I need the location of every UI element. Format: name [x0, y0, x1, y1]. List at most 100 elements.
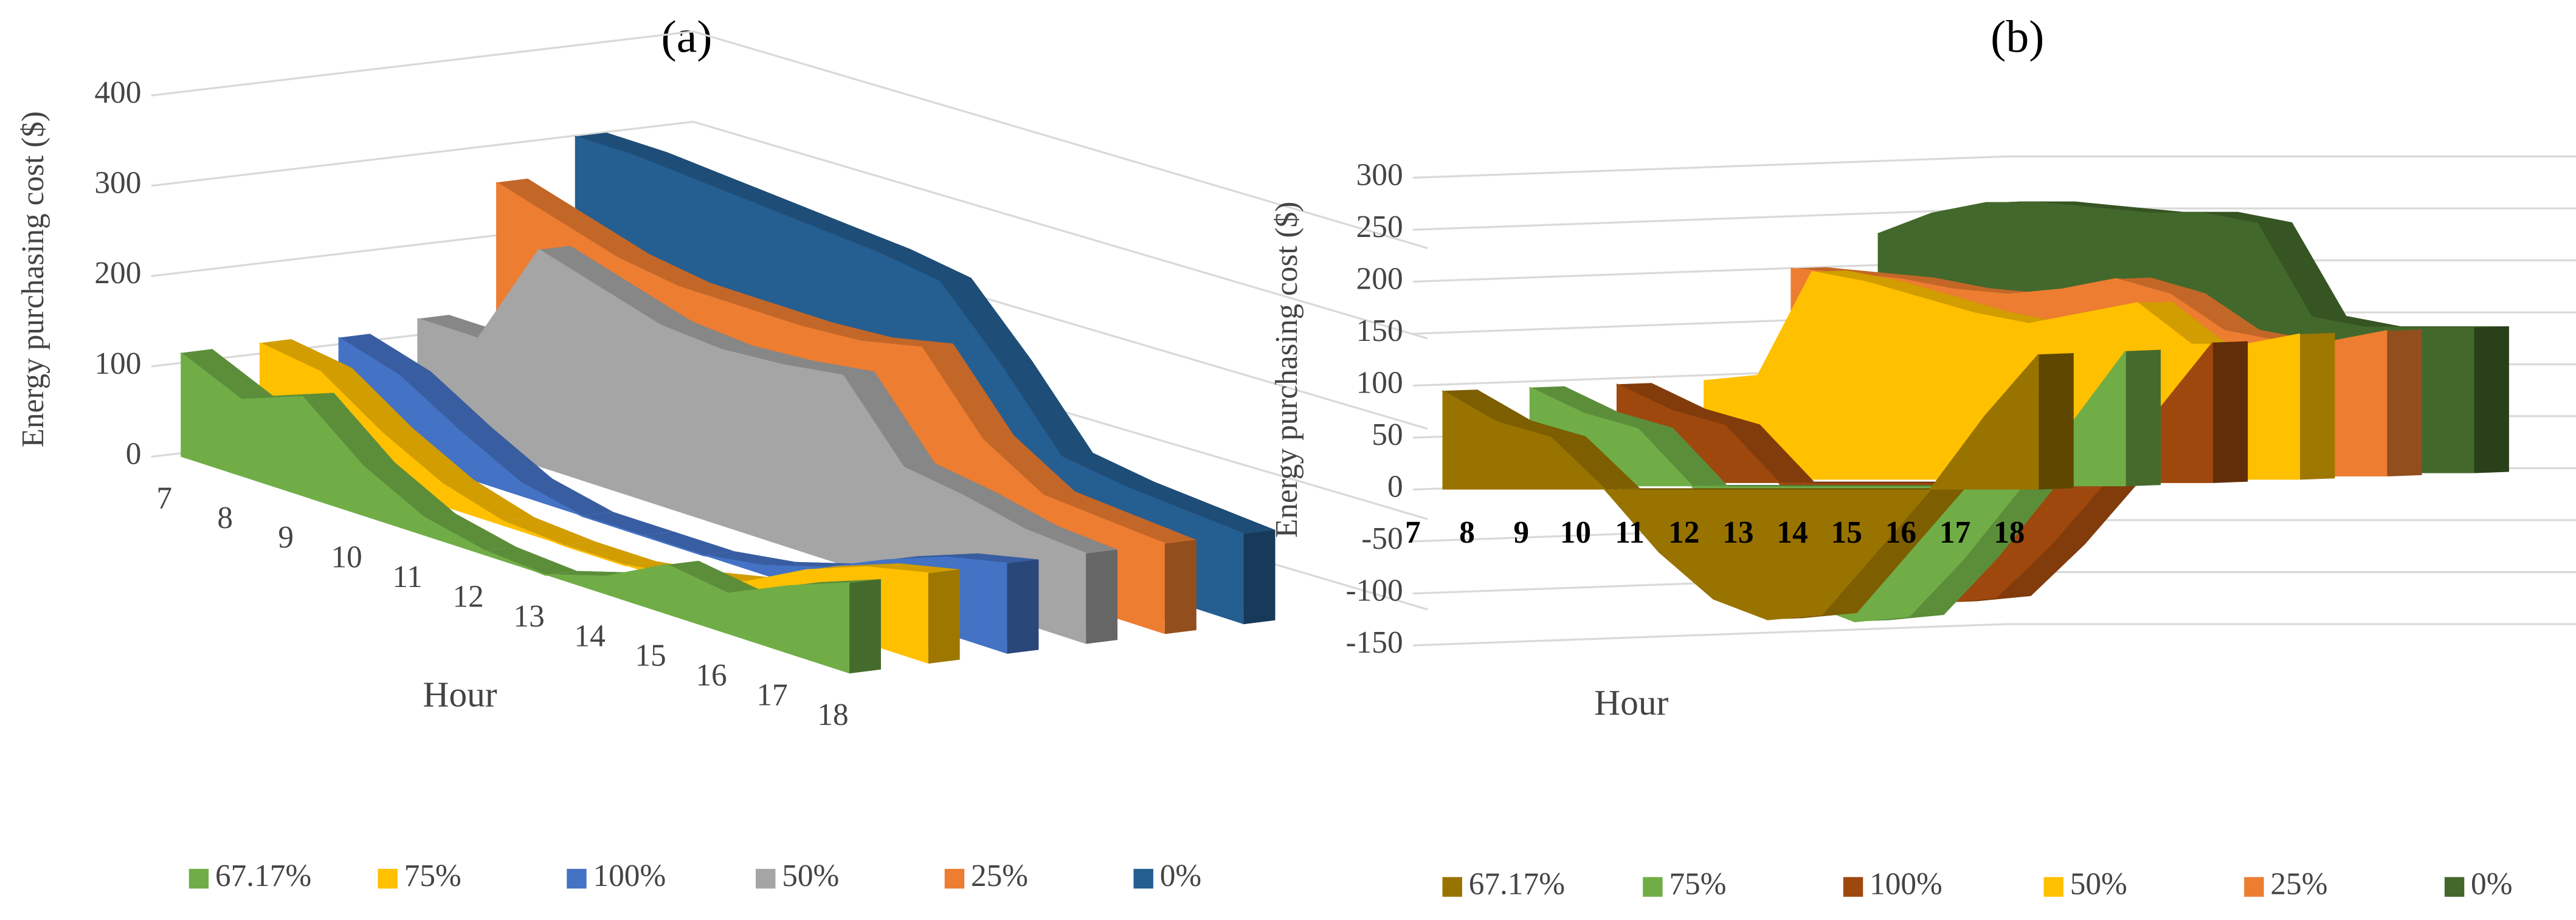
- series-face: [1442, 354, 2039, 620]
- x-tick-label: 15: [1831, 515, 1862, 550]
- series-top: [2170, 293, 2260, 331]
- series-top: [563, 541, 656, 565]
- series-line: [1704, 270, 2301, 382]
- y-tick-label: 0: [1387, 469, 1403, 504]
- y-tick-label: 50: [1372, 417, 1403, 452]
- y-tick-label: 200: [1356, 261, 1403, 296]
- series-top: [1043, 491, 1136, 520]
- series-top: [946, 553, 1039, 564]
- series-end: [2474, 326, 2509, 473]
- legend-label: 67.17%: [1469, 867, 1565, 901]
- series-back: [1564, 349, 2161, 620]
- series-line: [575, 136, 1245, 535]
- series-top: [739, 302, 832, 326]
- series-top: [2137, 301, 2226, 345]
- x-axis-title: Hour: [1594, 682, 1668, 723]
- x-tick-label: 16: [1885, 515, 1916, 550]
- y-tick-label: 400: [94, 75, 141, 110]
- series-top: [843, 371, 936, 468]
- y-tick-label: 0: [126, 436, 142, 471]
- legend-label: 100%: [1870, 867, 1942, 901]
- series-top: [1183, 506, 1276, 534]
- series-top: [782, 360, 875, 376]
- series-top: [1920, 296, 2010, 314]
- y-tick-label: -50: [1361, 521, 1403, 556]
- series-top: [502, 517, 595, 546]
- series-top: [2040, 201, 2130, 208]
- x-tick-label: 15: [635, 639, 666, 673]
- series-line: [496, 182, 1165, 545]
- series-top: [903, 463, 996, 496]
- series-top: [2311, 316, 2401, 328]
- x-tick-label: 17: [1939, 515, 1970, 550]
- chart-title: (b): [1991, 12, 2044, 62]
- series-line: [259, 342, 928, 583]
- legend-label: 75%: [404, 859, 461, 893]
- series-top: [496, 178, 589, 221]
- series-end: [2212, 341, 2248, 483]
- series-end: [1164, 540, 1196, 634]
- legend-swatch: [1133, 868, 1153, 889]
- series-top: [660, 321, 753, 350]
- series-top: [539, 245, 632, 288]
- x-tick-label: 12: [452, 579, 483, 614]
- chart-title: (a): [661, 12, 713, 62]
- series-top: [818, 225, 911, 253]
- series-top: [575, 132, 668, 157]
- x-tick-label: 13: [513, 599, 544, 634]
- y-tick-label: 100: [94, 346, 141, 381]
- series-top: [879, 249, 972, 282]
- legend-label: 0%: [2471, 867, 2512, 901]
- series-top: [1000, 360, 1093, 457]
- series-top: [1996, 544, 2085, 597]
- y-tick-label: 200: [94, 256, 141, 290]
- series-end: [2387, 329, 2422, 477]
- series-top: [678, 283, 771, 307]
- series-top: [1496, 421, 1586, 438]
- y-tick-label: -150: [1346, 625, 1403, 660]
- legend-swatch: [567, 868, 587, 889]
- series-top: [424, 513, 517, 551]
- series-top: [757, 201, 850, 229]
- x-tick-label: 12: [1668, 515, 1699, 550]
- series-end: [2125, 349, 2161, 487]
- series-end: [2039, 353, 2074, 490]
- series-top: [2094, 207, 2184, 214]
- series-top: [1812, 270, 1901, 283]
- series-top: [581, 512, 674, 536]
- series-top: [1845, 272, 1934, 279]
- legend-swatch: [944, 868, 965, 889]
- x-tick-label: 14: [574, 619, 605, 653]
- series-top: [1671, 408, 1760, 426]
- series-top: [1638, 428, 1727, 487]
- x-tick-label: 14: [1777, 515, 1808, 550]
- series-line: [180, 352, 850, 595]
- y-tick-label: 100: [1356, 365, 1403, 400]
- series-top: [1790, 267, 1880, 274]
- series-top: [259, 339, 352, 372]
- series-top: [2203, 211, 2293, 224]
- series-top: [618, 254, 710, 287]
- series-top: [2050, 481, 2139, 546]
- x-tick-label: 11: [392, 560, 422, 594]
- legend-swatch: [378, 868, 398, 889]
- series-top: [338, 334, 431, 376]
- series-top: [1908, 557, 1998, 616]
- series-top: [982, 435, 1075, 496]
- series-top: [867, 563, 960, 574]
- series-top: [721, 345, 814, 365]
- legend-label: 50%: [782, 859, 839, 893]
- legend-label: 67.17%: [215, 859, 311, 893]
- series-top: [399, 371, 492, 431]
- x-tick-label: 10: [1560, 515, 1591, 550]
- legend-swatch: [2244, 877, 2264, 897]
- series-top: [1122, 481, 1215, 510]
- x-tick-label: 18: [1994, 515, 2025, 550]
- series-top: [557, 216, 649, 258]
- series-top: [381, 428, 474, 484]
- series-top: [181, 349, 274, 400]
- x-tick-label: 16: [696, 658, 727, 693]
- series-top: [520, 478, 613, 516]
- x-tick-label: 18: [817, 698, 848, 732]
- legend-label: 75%: [1669, 867, 1726, 901]
